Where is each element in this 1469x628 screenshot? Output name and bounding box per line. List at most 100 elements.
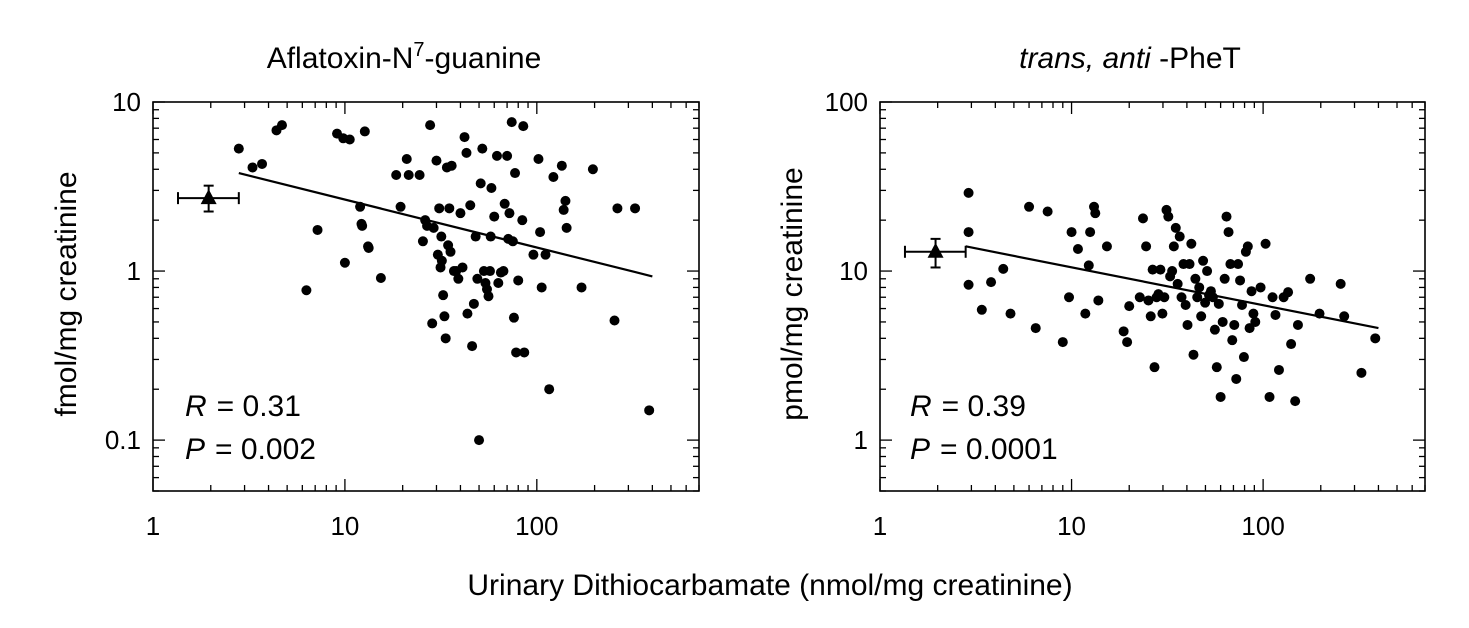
chart-2-data-point <box>1292 319 1303 330</box>
chart-2-data-point <box>1211 362 1222 373</box>
chart-1-data-point <box>391 169 402 180</box>
chart-1-data-point <box>401 154 412 165</box>
chart-1-data-point <box>417 236 428 247</box>
chart-2-data-point <box>1233 259 1244 270</box>
chart-1-data-point <box>485 231 496 242</box>
chart-2-data-point <box>1237 299 1248 310</box>
chart-2-data-point <box>1180 299 1191 310</box>
chart-1-stats: R = 0.31 P = 0.002 <box>185 390 316 466</box>
chart-1-data-point <box>233 143 244 154</box>
chart-2-data-point <box>1250 316 1261 327</box>
chart-2-data-point <box>1174 231 1185 242</box>
chart-1-data-point <box>498 266 509 277</box>
chart-1-data-point <box>477 143 488 154</box>
chart-2-data-point <box>1090 208 1101 219</box>
chart-2-data-point <box>1080 308 1091 319</box>
chart-1-reference-triangle-marker <box>200 189 217 205</box>
chart-1-data-point <box>439 311 450 322</box>
chart-2-data-point <box>1005 308 1016 319</box>
chart-2-data-point <box>1137 213 1148 224</box>
chart-2-data-point <box>1145 311 1156 322</box>
chart-2-data-point <box>1072 244 1083 255</box>
chart-2-data-point <box>1286 339 1297 350</box>
chart-2-data-point <box>1093 295 1104 306</box>
chart-1-x-tick-label: 1 <box>146 511 160 541</box>
chart-2-data-point <box>1194 282 1205 293</box>
chart-2-data-point <box>1242 241 1253 252</box>
chart-2-data-point <box>1267 292 1278 303</box>
chart-1-data-point <box>465 200 476 211</box>
chart-1-data-point <box>513 275 524 286</box>
chart-1-data-point <box>357 220 368 231</box>
chart-2-data-point <box>1122 337 1133 348</box>
chart-1-data-point <box>301 285 312 296</box>
chart-2-data-point <box>1231 373 1242 384</box>
chart-1-data-point <box>459 132 470 143</box>
chart-2-data-point <box>1149 362 1160 373</box>
chart-2-data-point <box>1024 201 1035 212</box>
chart-1-data-point <box>446 160 457 171</box>
chart-2-data-point <box>1255 282 1266 293</box>
chart-2-data-point <box>1198 255 1209 266</box>
chart-1-data-point <box>558 204 569 215</box>
chart-1-data-point <box>467 341 478 352</box>
chart-1-data-point <box>436 255 447 266</box>
chart-2-data-point <box>1155 264 1166 275</box>
chart-1-data-point <box>359 126 370 137</box>
chart-2-data-point <box>1030 323 1041 334</box>
chart-2-data-point <box>1141 241 1152 252</box>
chart-1-title: Aflatoxin-N7-guanine <box>267 39 542 75</box>
chart-1-data-point <box>431 155 442 166</box>
chart-2-data-point <box>1190 273 1201 284</box>
chart-2-data-point <box>1083 260 1094 271</box>
chart-1-data-point <box>535 227 546 238</box>
chart-2-data-point <box>1085 227 1096 238</box>
chart-2-data-point <box>1159 292 1170 303</box>
chart-1-data-point <box>312 224 323 235</box>
chart-2-data-point <box>1143 295 1154 306</box>
chart-2-data-point <box>1168 241 1179 252</box>
chart-1-data-point <box>548 172 559 183</box>
chart-1-data-point <box>440 333 451 344</box>
chart-2-data-point <box>1064 292 1075 303</box>
chart-2-data-point <box>1235 275 1246 286</box>
chart-2-data-point <box>1227 335 1238 346</box>
chart-2-data-point <box>963 279 974 290</box>
chart-1-data-point <box>528 249 539 260</box>
chart-2-data-point <box>1215 391 1226 402</box>
chart-2-data-point <box>1057 337 1068 348</box>
chart-1-data-point <box>461 147 472 158</box>
chart-1-data-point <box>612 203 623 214</box>
chart-2-data-point <box>1184 259 1195 270</box>
chart-1-data-point <box>434 203 445 214</box>
chart-1-data-point <box>484 266 495 277</box>
chart-2-data-point <box>1200 297 1211 308</box>
chart-2-r-stat: R = 0.39 <box>910 390 1026 423</box>
chart-1-data-point <box>536 282 547 293</box>
chart-1-data-point <box>375 272 386 283</box>
chart-1-data-point <box>483 291 494 302</box>
chart-2-data-point <box>1134 292 1145 303</box>
chart-2-data-point <box>1118 326 1129 337</box>
chart-1-data-point <box>474 435 485 446</box>
chart-1-data-point <box>438 290 449 301</box>
chart-1-regression-line <box>238 171 653 278</box>
chart-1-data-point <box>587 164 598 175</box>
chart-1-data-point <box>457 262 468 273</box>
chart-1-data-point <box>561 222 572 233</box>
chart-1-data-point <box>470 231 481 242</box>
chart-2-data-point <box>1270 309 1281 320</box>
chart-2-x-tick-label: 10 <box>1057 511 1086 541</box>
chart-2-data-point <box>1202 266 1213 277</box>
chart-2-data-point <box>1186 238 1197 249</box>
chart-2-data-point <box>1248 308 1259 319</box>
chart-1-data-point <box>506 117 517 128</box>
chart-1-data-point <box>533 154 544 165</box>
chart-1-data-point <box>519 347 530 358</box>
chart-2-data-point <box>1339 311 1350 322</box>
chart-1-data-point <box>540 249 551 260</box>
chart-1-data-point <box>644 405 655 416</box>
chart-1-y-tick-label: 10 <box>112 87 141 117</box>
chart-2-data-point <box>1356 367 1367 378</box>
chart-1-data-point <box>445 246 456 257</box>
